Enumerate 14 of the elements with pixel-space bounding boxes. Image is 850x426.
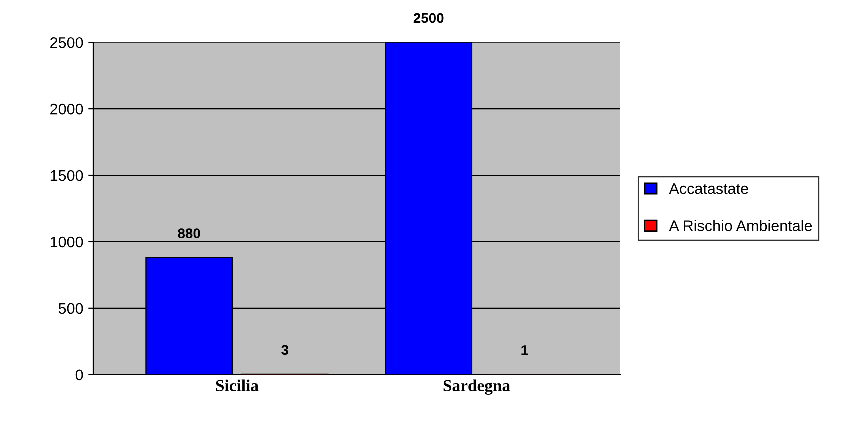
data-label: 2500 [414, 13, 444, 24]
data-label: 880 [178, 228, 200, 239]
x-tick-label: Sicilia [216, 380, 259, 392]
y-tick-label: 1000 [50, 236, 84, 248]
data-label: 1 [522, 346, 528, 356]
legend-label: A Rischio Ambientale [669, 220, 812, 232]
data-label: 3 [282, 345, 288, 356]
legend-label: Accatastate [669, 184, 748, 194]
y-tick-label: 2500 [50, 37, 84, 48]
x-tick-label: Sardegna [444, 380, 510, 395]
y-tick-label: 0 [76, 370, 84, 381]
y-tick-label: 2000 [50, 104, 84, 115]
y-tick-label: 1500 [50, 170, 84, 182]
y-tick-label: 500 [58, 303, 84, 314]
